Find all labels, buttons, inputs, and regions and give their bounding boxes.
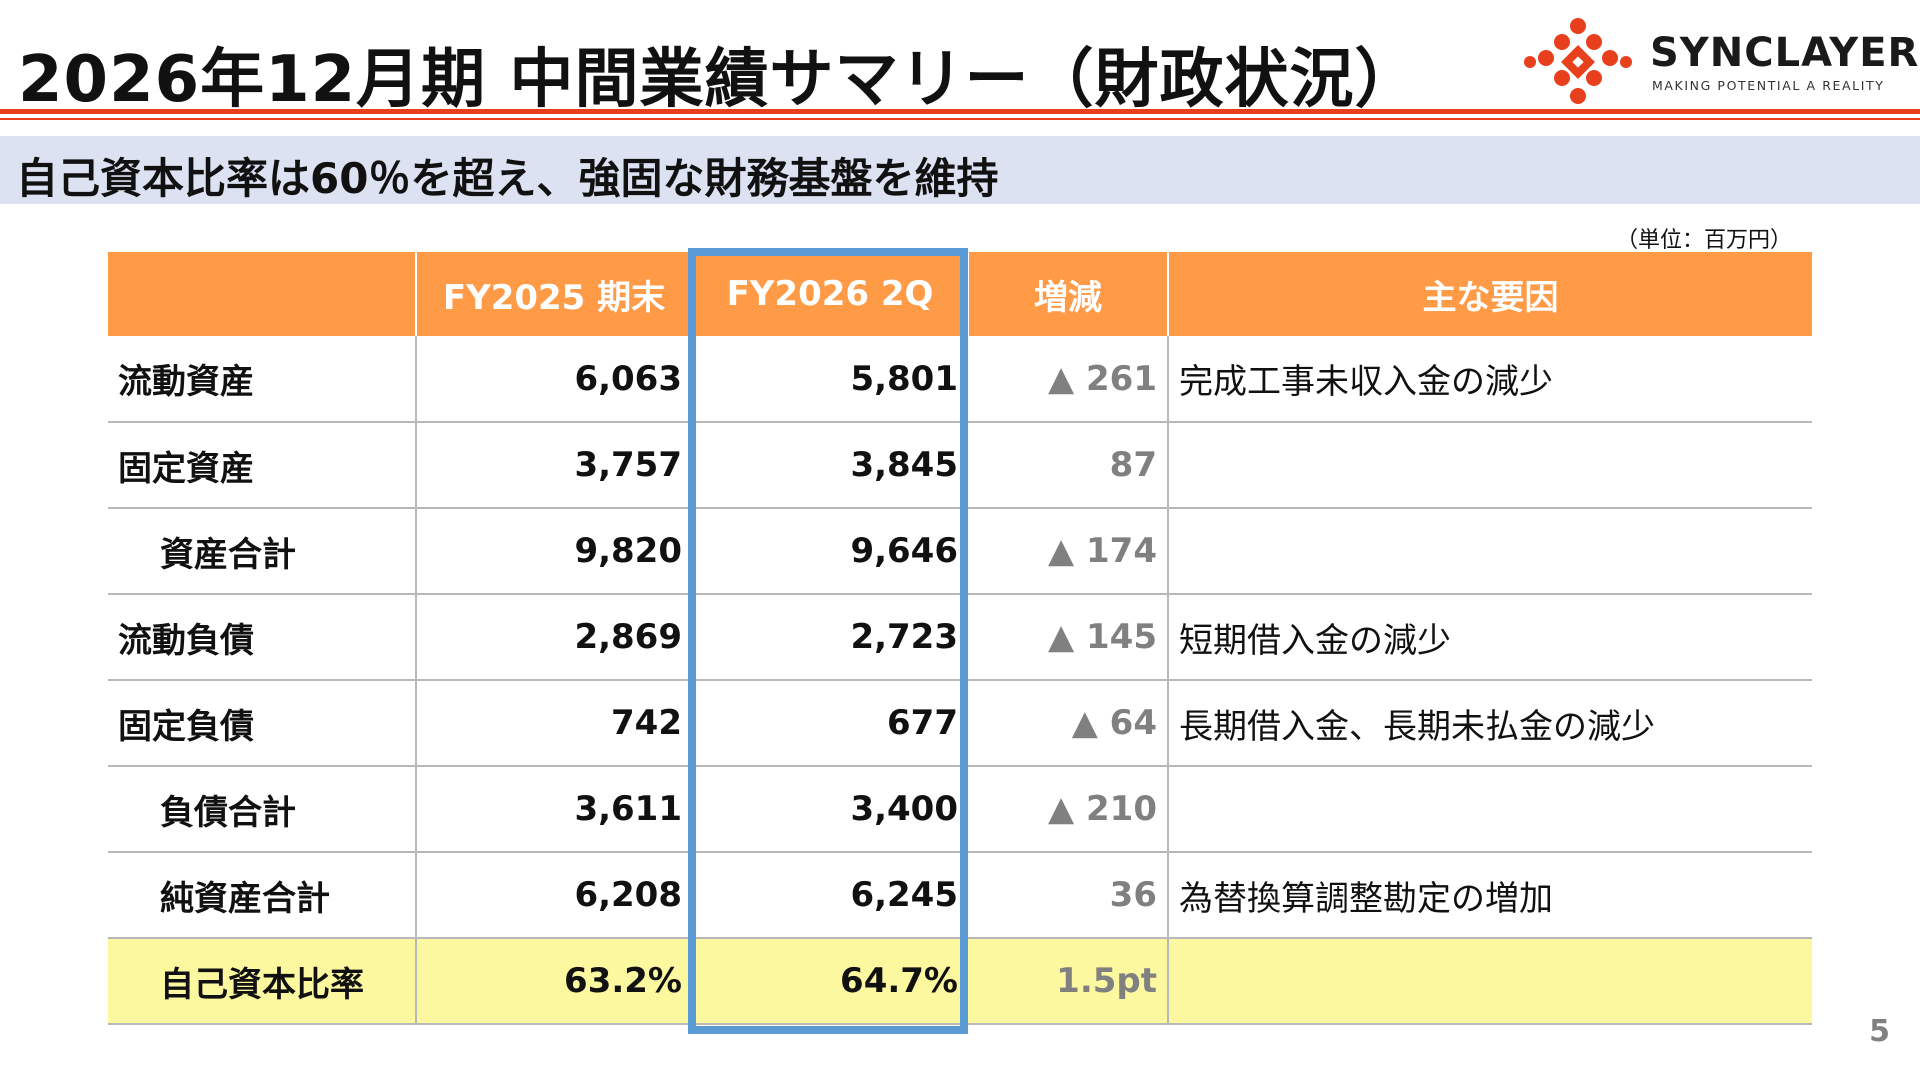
fy2026-value: 2,723 [692,594,968,681]
page-title: 2026年12月期 中間業績サマリー（財政状況） [18,43,1420,117]
fy2026-value: 677 [692,680,968,767]
row-label: 純資産合計 [108,852,417,939]
fy2025-value: 3,611 [416,766,692,853]
company-logo: SYNCLAYER MAKING POTENTIAL A REALITY [1518,14,1918,110]
factor-text: 長期借入金、長期未払金の減少 [1168,680,1812,767]
table-row: 固定負債 742 677 ▲ 64 長期借入金、長期未払金の減少 [108,680,1812,767]
row-label: 自己資本比率 [108,938,417,1025]
title-rule-thin [0,118,1920,120]
fy2026-value: 6,245 [692,852,968,939]
fy2025-value: 63.2% [416,938,692,1025]
delta-value: ▲ 261 [968,336,1169,423]
delta-value: 87 [968,422,1169,509]
factor-text [1168,766,1812,853]
header-label-col [108,252,417,336]
equity-ratio-row: 自己資本比率 63.2% 64.7% 1.5pt [108,938,1812,1025]
fy2026-value: 3,400 [692,766,968,853]
factor-text [1168,508,1812,595]
fy2025-value: 9,820 [416,508,692,595]
table-row: 固定資産 3,757 3,845 87 [108,422,1812,509]
page-number: 5 [1869,1014,1890,1049]
delta-value: ▲ 145 [968,594,1169,681]
table-row: 流動負債 2,869 2,723 ▲ 145 短期借入金の減少 [108,594,1812,681]
header-fy2026: FY2026 2Q [692,252,969,336]
fy2026-value: 64.7% [692,938,968,1025]
row-label: 流動資産 [108,336,417,423]
header-factor: 主な要因 [1168,252,1812,336]
balance-sheet-table: FY2025 期末 FY2026 2Q 増減 主な要因 流動資産 6,063 5… [108,252,1812,1025]
delta-value: ▲ 174 [968,508,1169,595]
delta-value: ▲ 64 [968,680,1169,767]
row-label: 資産合計 [108,508,417,595]
delta-value: ▲ 210 [968,766,1169,853]
fy2026-value: 3,845 [692,422,968,509]
fy2025-value: 3,757 [416,422,692,509]
factor-text [1168,938,1812,1025]
delta-value: 1.5pt [968,938,1169,1025]
table-row: 流動資産 6,063 5,801 ▲ 261 完成工事未収入金の減少 [108,336,1812,423]
table-row: 負債合計 3,611 3,400 ▲ 210 [108,766,1812,853]
header-delta: 増減 [968,252,1169,336]
logo-name: SYNCLAYER [1650,30,1920,76]
table-row: 純資産合計 6,208 6,245 36 為替換算調整勘定の増加 [108,852,1812,939]
row-label: 流動負債 [108,594,417,681]
logo-mark-icon [1524,18,1632,104]
row-label: 負債合計 [108,766,417,853]
table-header-row: FY2025 期末 FY2026 2Q 増減 主な要因 [108,252,1812,336]
fy2026-value: 9,646 [692,508,968,595]
logo-tagline: MAKING POTENTIAL A REALITY [1652,78,1885,93]
fy2025-value: 6,208 [416,852,692,939]
row-label: 固定負債 [108,680,417,767]
fy2025-value: 742 [416,680,692,767]
fy2025-value: 2,869 [416,594,692,681]
header-fy2025: FY2025 期末 [416,252,693,336]
fy2025-value: 6,063 [416,336,692,423]
subtitle-text: 自己資本比率は60％を超え、強固な財務基盤を維持 [16,154,999,203]
row-label: 固定資産 [108,422,417,509]
factor-text: 短期借入金の減少 [1168,594,1812,681]
unit-note: （単位：百万円） [1615,228,1792,253]
table-row: 資産合計 9,820 9,646 ▲ 174 [108,508,1812,595]
subtitle-bar: 自己資本比率は60％を超え、強固な財務基盤を維持 [0,136,1920,204]
delta-value: 36 [968,852,1169,939]
fy2026-value: 5,801 [692,336,968,423]
title-rule-thick [0,109,1920,114]
factor-text [1168,422,1812,509]
factor-text: 為替換算調整勘定の増加 [1168,852,1812,939]
factor-text: 完成工事未収入金の減少 [1168,336,1812,423]
